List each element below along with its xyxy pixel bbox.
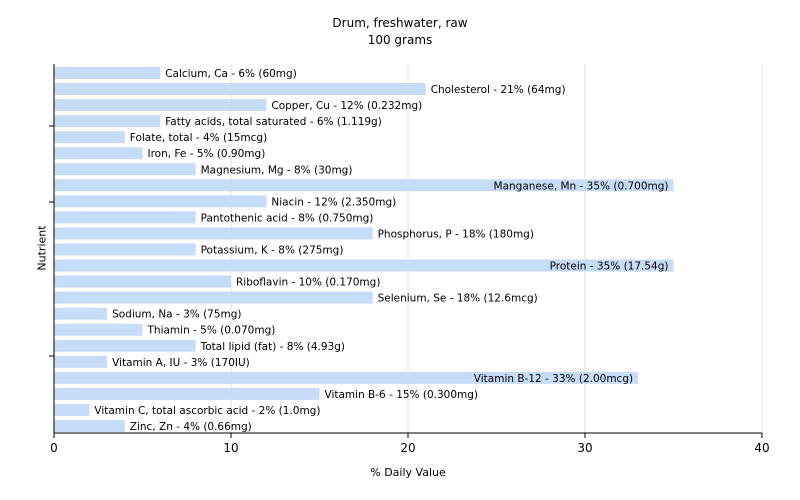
bar <box>54 291 373 304</box>
bar-label: Protein - 35% (17.54g) <box>550 261 669 273</box>
bar <box>54 115 161 128</box>
bar <box>54 211 196 224</box>
bar-label: Phosphorus, P - 18% (180mg) <box>378 228 534 240</box>
bar-label: Potassium, K - 8% (275mg) <box>201 245 344 257</box>
bar <box>54 163 196 176</box>
bar <box>54 339 196 352</box>
bar-label: Vitamin C, total ascorbic acid - 2% (1.0… <box>94 405 320 417</box>
bar-label: Selenium, Se - 18% (12.6mcg) <box>378 293 538 305</box>
bar <box>54 99 267 112</box>
bar <box>54 275 231 288</box>
bar-label: Sodium, Na - 3% (75mg) <box>112 309 241 321</box>
bar <box>54 179 674 192</box>
bar <box>54 67 161 80</box>
bar-label: Pantothenic acid - 8% (0.750mg) <box>201 212 374 224</box>
bar <box>54 371 639 384</box>
bar-label: Magnesium, Mg - 8% (30mg) <box>201 164 353 176</box>
x-tick-label: 20 <box>400 441 415 455</box>
bar <box>54 259 674 272</box>
bar <box>54 83 426 96</box>
bar <box>54 387 320 400</box>
bar-label: Calcium, Ca - 6% (60mg) <box>165 68 297 80</box>
bar-label: Vitamin B-6 - 15% (0.300mg) <box>325 389 479 401</box>
bar-label: Vitamin A, IU - 3% (170IU) <box>112 357 250 369</box>
bar-label: Folate, total - 4% (15mcg) <box>130 132 267 144</box>
bar-label: Thiamin - 5% (0.070mg) <box>147 325 276 337</box>
x-tick-label: 10 <box>223 441 238 455</box>
bar <box>54 227 373 240</box>
y-axis-label: Nutrient <box>35 225 49 271</box>
chart-subtitle: 100 grams <box>367 33 433 47</box>
bar <box>54 307 108 320</box>
bar <box>54 195 267 208</box>
bar-label: Manganese, Mn - 35% (0.700mg) <box>494 180 669 192</box>
bar-label: Zinc, Zn - 4% (0.66mg) <box>130 421 252 433</box>
bar-label: Iron, Fe - 5% (0.90mg) <box>148 148 266 160</box>
bar-label: Riboflavin - 10% (0.170mg) <box>236 277 380 289</box>
bar-label: Total lipid (fat) - 8% (4.93g) <box>200 341 345 353</box>
bar-label: Fatty acids, total saturated - 6% (1.119… <box>165 116 382 128</box>
x-tick-label: 0 <box>50 441 58 455</box>
bar-label: Vitamin B-12 - 33% (2.00mcg) <box>474 373 633 385</box>
x-tick-label: 40 <box>754 441 769 455</box>
bar <box>54 419 125 432</box>
bar <box>54 147 143 160</box>
x-axis-label: % Daily Value <box>370 466 446 479</box>
bar <box>54 243 196 256</box>
bar-label: Cholesterol - 21% (64mg) <box>431 84 566 96</box>
bar-label: Copper, Cu - 12% (0.232mg) <box>271 100 422 112</box>
bar <box>54 355 108 368</box>
bar <box>54 323 143 336</box>
chart-title: Drum, freshwater, raw <box>332 16 468 30</box>
bar-label: Niacin - 12% (2.350mg) <box>271 196 396 208</box>
bar <box>54 131 125 144</box>
x-tick-label: 30 <box>577 441 592 455</box>
bar <box>54 403 90 416</box>
